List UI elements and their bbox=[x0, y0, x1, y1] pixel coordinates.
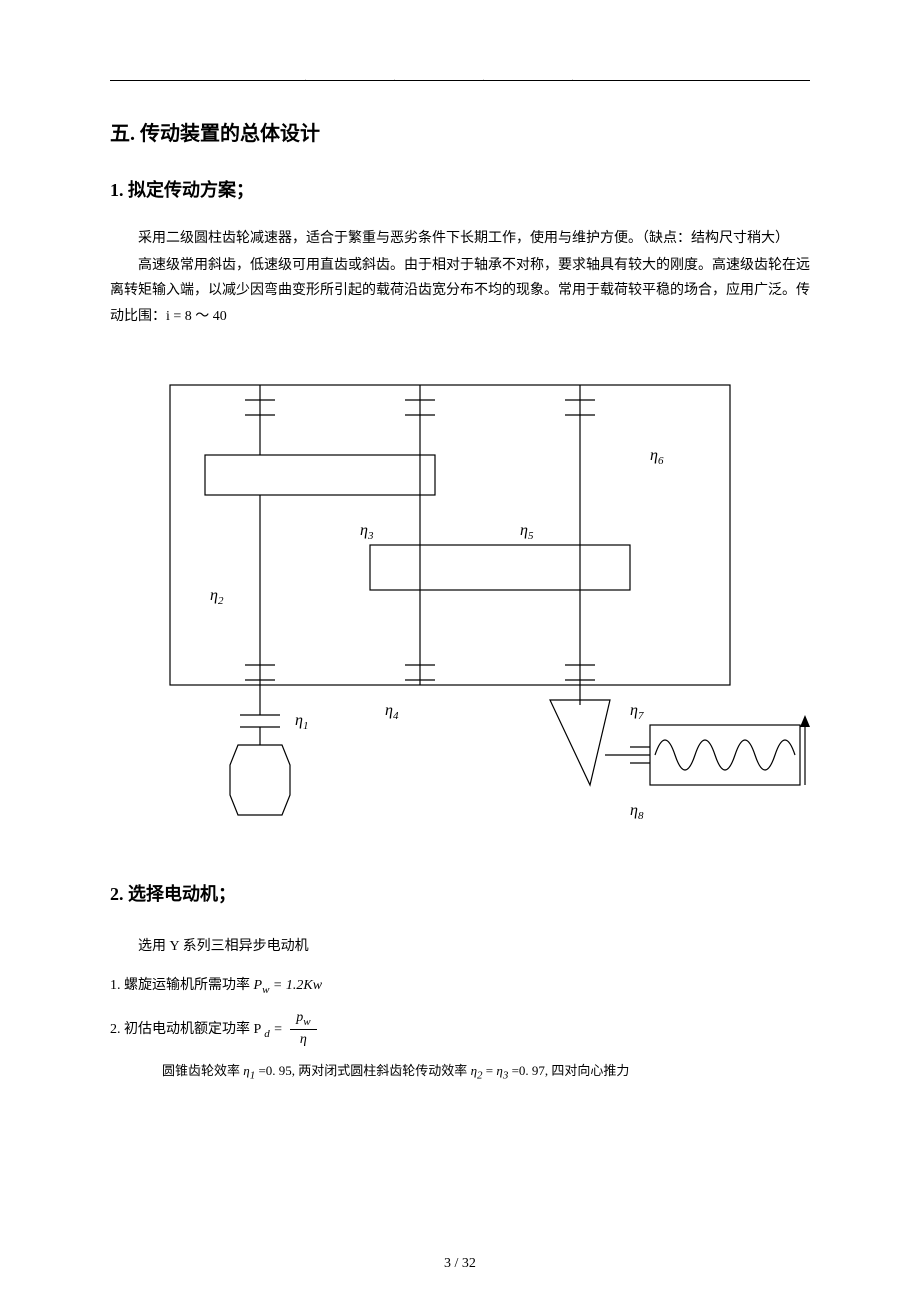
label-eta1: η1 bbox=[295, 712, 308, 732]
label-eta4: η4 bbox=[385, 702, 399, 722]
sym-Pw-P: P bbox=[254, 978, 263, 993]
motor-line-1: 1. 螺旋运输机所需功率 Pw = 1.2Kw bbox=[110, 969, 810, 1003]
diagram-svg: η1 η2 η3 η4 η5 η6 η7 η8 bbox=[110, 365, 810, 835]
label-eta6: η6 bbox=[650, 447, 664, 467]
motor-line-2: 2. 初估电动机额定功率 P d = pw η bbox=[110, 1010, 810, 1050]
motor-line1-prefix: 1. 螺旋运输机所需功率 bbox=[110, 978, 250, 993]
transmission-diagram: η1 η2 η3 η4 η5 η6 η7 η8 bbox=[110, 365, 810, 840]
page: . . . . 五. 传动装置的总体设计 1. 拟定传动方案； 采用二级圆柱齿轮… bbox=[0, 0, 920, 1302]
label-eta5: η5 bbox=[520, 522, 534, 542]
sym-Pw-eq: = 1.2Kw bbox=[273, 978, 322, 993]
paragraph-1: 采用二级圆柱齿轮减速器，适合于繁重与恶劣条件下长期工作，使用与维护方便。（缺点：… bbox=[110, 226, 810, 251]
sym-Pd-sub: d bbox=[264, 1027, 270, 1039]
sym-Pw-sub: w bbox=[262, 984, 269, 996]
label-eta3: η3 bbox=[360, 522, 374, 542]
label-eta8: η8 bbox=[630, 802, 644, 822]
label-eta7: η7 bbox=[630, 702, 644, 722]
eta2-sub: 2 bbox=[477, 1070, 483, 1082]
section-heading-5: 五. 传动装置的总体设计 bbox=[110, 117, 810, 146]
header-rule: . . . . bbox=[110, 80, 810, 81]
eta1-sub: 1 bbox=[250, 1070, 256, 1082]
l3c: =0. 97, 四对向心推力 bbox=[512, 1063, 630, 1078]
l3a: 圆锥齿轮效率 bbox=[162, 1063, 240, 1078]
subsection-heading-2: 2. 选择电动机； bbox=[110, 880, 810, 906]
frac-num-sub: w bbox=[303, 1015, 310, 1027]
motor-line-0: 选用 Y 系列三相异步电动机 bbox=[110, 930, 810, 964]
eta3-sub: 3 bbox=[503, 1070, 509, 1082]
header-dots: . . . . bbox=[110, 73, 810, 84]
motor-line2-prefix: 2. 初估电动机额定功率 P bbox=[110, 1022, 261, 1037]
fraction-pw-over-eta: pw η bbox=[290, 1010, 316, 1050]
subsection-heading-1: 1. 拟定传动方案； bbox=[110, 176, 810, 202]
paragraph-2: 高速级常用斜齿，低速级可用直齿或斜齿。由于相对于轴承不对称，要求轴具有较大的刚度… bbox=[110, 253, 810, 329]
motor-line-3: 圆锥齿轮效率 η1 =0. 95, 两对闭式圆柱斜齿轮传动效率 η2 = η3 … bbox=[110, 1055, 810, 1089]
label-eta2: η2 bbox=[210, 587, 224, 607]
l3b: =0. 95, 两对闭式圆柱斜齿轮传动效率 bbox=[258, 1063, 467, 1078]
page-footer: 3 / 32 bbox=[0, 1256, 920, 1272]
frac-den: η bbox=[290, 1030, 316, 1050]
